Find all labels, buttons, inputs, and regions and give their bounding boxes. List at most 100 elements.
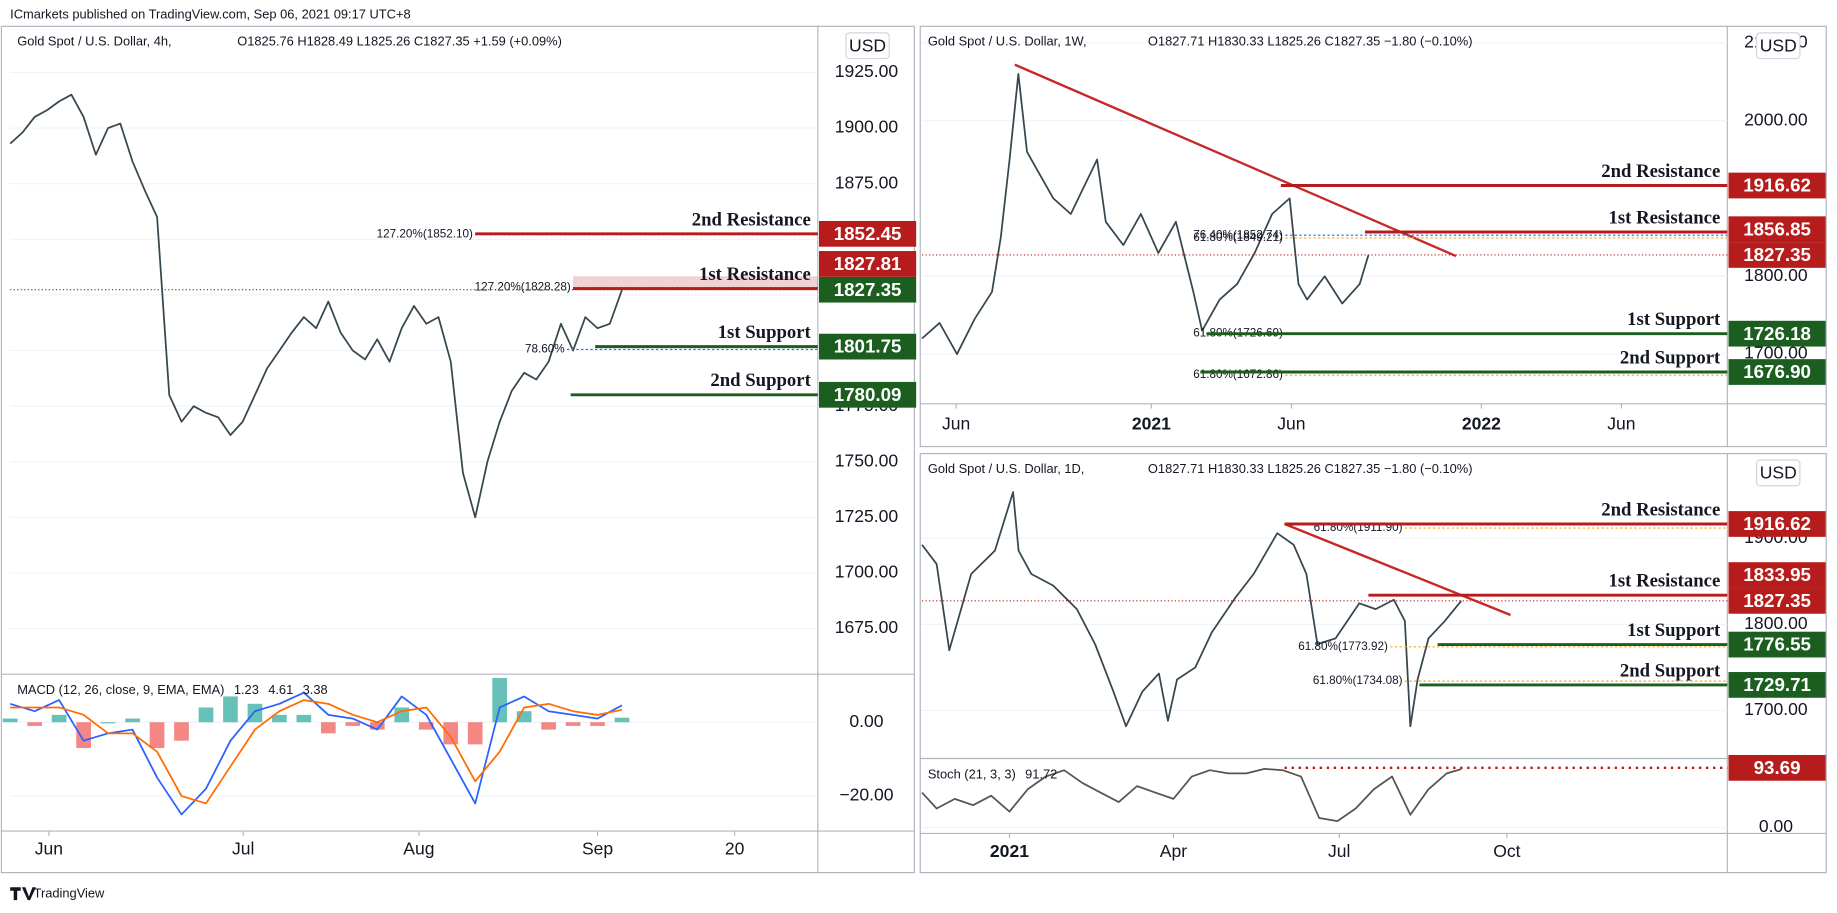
price-line	[921, 491, 1462, 728]
fib-label: 127.20%(1852.10)	[377, 228, 473, 241]
price-tag	[819, 381, 917, 408]
legend-value: 4.61	[268, 682, 293, 697]
price-tag	[1728, 172, 1826, 199]
y-tick-label: 1925.00	[835, 61, 899, 81]
price-tag-label: 1801.75	[834, 336, 902, 357]
pane: 1700.001800.001900.0061.80%(1911.90)61.8…	[921, 459, 1826, 728]
y-tick-label: 0.00	[849, 711, 883, 731]
ohlc: O1825.76 H1828.49 L1825.26 C1827.35 +1.5…	[237, 34, 562, 49]
price-tag	[1728, 587, 1826, 614]
y-tick-label: 2000.00	[1744, 109, 1808, 129]
price-line	[921, 73, 1370, 355]
price-tag	[819, 276, 917, 303]
level-label: 2nd Resistance	[1601, 499, 1720, 520]
x-tick-label: Jun	[1277, 414, 1305, 434]
fib-label: 61.80%(1849.21)	[1193, 231, 1283, 244]
histogram-bar	[614, 717, 630, 723]
y-tick-label: 1700.00	[835, 562, 899, 582]
price-tag-label: 1852.45	[834, 223, 902, 244]
histogram-bar	[198, 707, 214, 723]
pane-title: Stoch (21, 3, 3)	[928, 766, 1016, 781]
legend-value: 3.38	[303, 682, 328, 697]
histogram-bar	[565, 722, 581, 726]
x-tick-label: Oct	[1493, 841, 1520, 861]
x-tick-label: Sep	[582, 838, 613, 858]
currency-box	[1756, 459, 1801, 487]
histogram-bar	[369, 722, 385, 730]
y-tick-label: 1675.00	[835, 617, 899, 637]
footer-logo: TradingView	[10, 886, 105, 901]
currency-box	[845, 32, 890, 60]
frames	[0, 25, 1827, 874]
x-tick-label: 2022	[1462, 414, 1501, 434]
histogram-bar	[296, 714, 312, 723]
x-tick-label: Apr	[1160, 841, 1187, 861]
y-tick-label: 1800.00	[1744, 265, 1808, 285]
x-tick-label: Jul	[232, 838, 254, 858]
fib-label: 76.40%(1852.74)	[1193, 228, 1283, 241]
fib-label: 61.80%(1773.92)	[1298, 640, 1388, 653]
currency-label: USD	[1760, 35, 1797, 55]
price-tag-label: 1676.90	[1743, 361, 1811, 382]
pane-title: Gold Spot / U.S. Dollar, 4h,	[17, 34, 171, 49]
pane-title: Gold Spot / U.S. Dollar, 1D,	[928, 461, 1085, 476]
ohlc: O1827.71 H1830.33 L1825.26 C1827.35 −1.8…	[1148, 461, 1473, 476]
level-label: 2nd Support	[710, 370, 811, 391]
price-tag-label: 1916.62	[1743, 175, 1811, 196]
y-tick-label: 1750.00	[835, 450, 899, 470]
fib-label: 61.80%(1734.08)	[1313, 674, 1403, 687]
histogram-bar	[590, 722, 605, 726]
price-tag	[1728, 562, 1826, 588]
level-label: 2nd Support	[1620, 347, 1721, 368]
panel-frame	[919, 452, 1827, 874]
currency-label: USD	[1760, 463, 1797, 483]
histogram-bar	[174, 722, 189, 741]
legend-value: 1.23	[234, 682, 259, 697]
histogram-bar	[27, 722, 42, 726]
price-tag-label: 1827.81	[834, 253, 902, 274]
price-tag	[1728, 320, 1826, 347]
x-tick-label: Jun	[35, 838, 63, 858]
histogram-bar	[321, 722, 336, 734]
y-tick-label: 1900.00	[835, 117, 899, 137]
price-tag-label: 1916.62	[1743, 513, 1811, 534]
level-label: 2nd Resistance	[692, 209, 811, 230]
y-tick-label: 1875.00	[835, 172, 899, 192]
price-line	[9, 93, 623, 519]
fib-label: 78.60%	[525, 342, 565, 355]
pane-title: Gold Spot / U.S. Dollar, 1W,	[928, 34, 1087, 49]
histogram-bar	[149, 722, 165, 749]
resistance-zone	[573, 276, 818, 289]
level-label: 1st Resistance	[1609, 207, 1721, 228]
histogram-bar	[541, 722, 556, 730]
level-label: 1st Resistance	[1609, 571, 1721, 592]
price-tag-label: 1833.95	[1743, 564, 1811, 585]
histogram-bar	[418, 722, 434, 730]
price-line	[10, 699, 623, 805]
price-tag-label: 1827.35	[1743, 590, 1811, 611]
y-tick-label: 1800.00	[1744, 613, 1808, 633]
price-tag-label: 1856.85	[1743, 218, 1811, 239]
price-tag	[1728, 242, 1826, 268]
price-tag	[1728, 631, 1826, 658]
publish-info: ICmarkets published on TradingView.com, …	[10, 7, 410, 22]
histogram-bar	[100, 722, 116, 724]
level-label: 2nd Support	[1620, 660, 1721, 681]
level-label: 2nd Resistance	[1601, 161, 1720, 182]
pane-title: MACD (12, 26, close, 9, EMA, EMA)	[17, 682, 224, 697]
trend-line	[1284, 522, 1511, 617]
histogram-bar	[223, 696, 238, 723]
price-tag-label: 1776.55	[1743, 634, 1811, 655]
price-tag-label: 93.69	[1754, 757, 1801, 778]
pane: 0.00 −20.00 Jun Jul Aug Sep 20 MACD (12, 26, cl…	[2, 677, 894, 858]
currency-label: USD	[849, 35, 886, 55]
price-tag-label: 1827.35	[1743, 244, 1811, 265]
price-tag-label: 1827.35	[834, 279, 902, 300]
y-tick-label: 0.00	[1759, 816, 1793, 836]
price-tag	[1728, 754, 1826, 781]
price-line	[921, 768, 1462, 822]
x-tick-label: 2021	[1132, 414, 1171, 434]
histogram-bar	[76, 722, 91, 749]
price-tag	[819, 251, 917, 277]
